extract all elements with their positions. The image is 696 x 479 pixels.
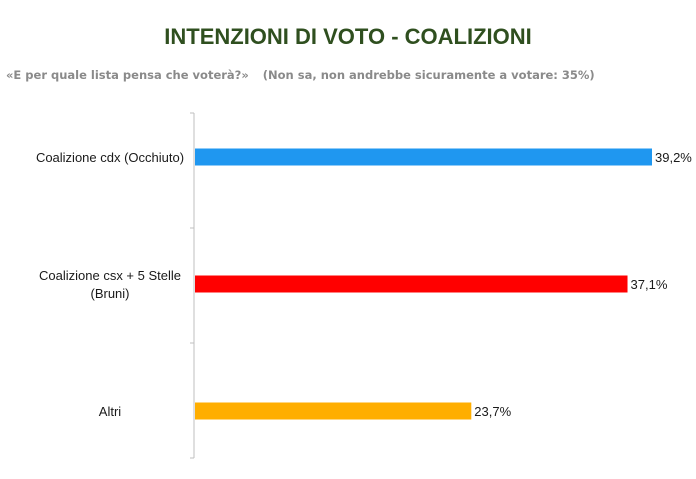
- subtitle-note: (Non sa, non andrebbe sicuramente a vota…: [262, 68, 595, 82]
- bar-2: [195, 402, 472, 420]
- bar-1: [195, 275, 628, 293]
- category-label-1: Coalizione csx + 5 Stelle (Bruni): [39, 268, 181, 301]
- chart-subtitle: «E per quale lista pensa che voterà?» (No…: [6, 68, 696, 82]
- category-label-line: Coalizione csx + 5 Stelle: [39, 268, 181, 283]
- category-label-0: Coalizione cdx (Occhiuto): [36, 150, 184, 165]
- category-label-line: Coalizione cdx (Occhiuto): [36, 150, 184, 165]
- category-label-2: Altri: [99, 404, 122, 419]
- bar-0: [195, 148, 652, 166]
- subtitle-question: «E per quale lista pensa che voterà?»: [6, 68, 249, 82]
- category-label-line: Altri: [99, 404, 122, 419]
- category-label-line: (Bruni): [90, 286, 129, 301]
- value-label-2: 23,7%: [474, 404, 511, 419]
- chart-title: INTENZIONI DI VOTO - COALIZIONI: [164, 24, 532, 49]
- value-label-1: 37,1%: [631, 277, 668, 292]
- value-label-0: 39,2%: [655, 150, 692, 165]
